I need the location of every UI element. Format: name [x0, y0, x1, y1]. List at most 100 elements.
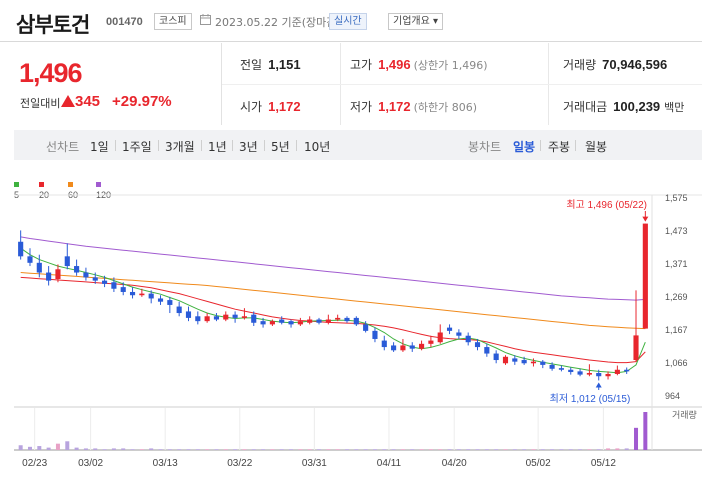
volume-bar	[550, 449, 555, 450]
volume-bar	[233, 449, 238, 450]
volume-bar	[475, 449, 480, 450]
volume-bar	[55, 443, 60, 450]
volume-bar	[27, 446, 32, 450]
candle-body	[335, 317, 341, 320]
candle-body	[502, 356, 509, 364]
candle-body	[381, 340, 387, 348]
candle-body	[596, 372, 602, 377]
volume-bar	[279, 449, 284, 450]
candle-body	[92, 277, 98, 281]
candle-body	[269, 321, 275, 325]
volume-bar	[317, 449, 322, 450]
ma20-line	[20, 276, 646, 364]
volume-bar	[419, 449, 424, 450]
candle-body	[344, 317, 350, 322]
volume-bar	[512, 449, 517, 450]
candle-daily[interactable]: 일봉	[513, 140, 536, 154]
candle-body	[409, 345, 415, 349]
realtime-button[interactable]: 실시간	[329, 13, 367, 30]
candle-body	[484, 347, 490, 354]
x-tick-label: 04/20	[442, 458, 467, 469]
volume-bar	[130, 449, 135, 450]
up-arrow-icon	[61, 95, 75, 107]
candle-body	[437, 332, 443, 343]
candle-body	[46, 272, 52, 281]
volume-bar	[503, 449, 508, 450]
volume-bar	[522, 449, 527, 450]
candle-body	[167, 300, 173, 305]
candle-body	[129, 291, 136, 296]
y-tick-label: 1,167	[665, 325, 688, 335]
candle-body	[512, 358, 518, 362]
candle-body	[530, 361, 537, 364]
volume-bar	[634, 427, 639, 450]
volume-bar	[83, 448, 88, 450]
volume-bar	[242, 449, 247, 450]
legend-ma60: 60	[68, 180, 78, 200]
period-1w[interactable]: 1주일	[122, 140, 152, 154]
y-tick-label: 964	[665, 391, 680, 401]
candle-body	[353, 317, 359, 325]
candle-body	[558, 368, 564, 370]
volume-bar	[494, 449, 499, 450]
candle-body	[521, 360, 527, 364]
volume-bar	[251, 449, 256, 450]
calendar-icon	[200, 14, 211, 25]
volume-bar	[74, 447, 79, 450]
candle-monthly[interactable]: 월봉	[585, 140, 608, 154]
candle-body	[102, 280, 108, 284]
candle-body	[176, 306, 182, 314]
candle-body	[456, 332, 462, 336]
price-stats: 전일 1,151 시가 1,172 고가 1,496 (상한가 1,496) 저가 1,1…	[222, 43, 702, 125]
candle-body	[279, 319, 285, 323]
period-3m[interactable]: 3개월	[165, 140, 195, 154]
volume-bar	[167, 449, 172, 450]
candle-body	[74, 266, 80, 273]
candle-body	[157, 298, 164, 302]
volume-bar	[438, 449, 443, 450]
candle-body	[251, 314, 257, 323]
y-tick-label: 1,575	[665, 193, 688, 203]
volume-bar	[298, 449, 303, 450]
volume-bar	[195, 449, 200, 450]
candle-body	[241, 316, 247, 318]
volume-bar	[466, 449, 471, 450]
period-5y[interactable]: 5년	[271, 140, 290, 154]
volume-bar	[447, 449, 452, 450]
y-tick-label: 1,066	[665, 358, 688, 368]
candle-body	[493, 353, 499, 361]
volume-bar	[643, 412, 648, 450]
volume-bar	[46, 447, 51, 450]
period-3y[interactable]: 3년	[239, 140, 258, 154]
candle-body	[400, 345, 406, 351]
diff-label: 전일대비	[20, 97, 61, 110]
candle-body	[148, 293, 154, 299]
base-date: 2023.05.22 기준(장마감)	[215, 16, 341, 29]
candle-body	[55, 269, 61, 280]
volume-bar	[578, 449, 583, 450]
stat-low: 저가 1,172 (하한가 806)	[350, 99, 478, 114]
candle-chart-label: 봉차트	[468, 140, 502, 154]
period-10y[interactable]: 10년	[304, 140, 331, 154]
price-diff-percent: +29.97%	[112, 93, 172, 110]
period-1y[interactable]: 1년	[208, 140, 227, 154]
volume-bar	[400, 449, 405, 450]
candle-body	[36, 262, 42, 273]
period-1d[interactable]: 1일	[90, 140, 109, 154]
volume-bar	[102, 449, 107, 450]
candle-body	[260, 321, 266, 325]
candle-weekly[interactable]: 주봉	[548, 140, 571, 154]
candle-body	[325, 319, 331, 323]
volume-bar	[18, 445, 23, 450]
volume-bar	[587, 449, 592, 450]
candle-body	[297, 321, 303, 325]
ma120-line	[20, 236, 646, 301]
stat-open: 시가 1,172	[240, 99, 301, 114]
volume-bar	[289, 449, 294, 450]
high-annotation: 최고 1,496 (05/22)	[566, 199, 647, 211]
legend-ma120: 120	[96, 180, 111, 200]
candle-body	[372, 330, 378, 339]
company-info-dropdown[interactable]: 기업개요 ▾	[388, 13, 443, 30]
candle-body	[363, 324, 369, 331]
volume-bar	[596, 449, 601, 450]
